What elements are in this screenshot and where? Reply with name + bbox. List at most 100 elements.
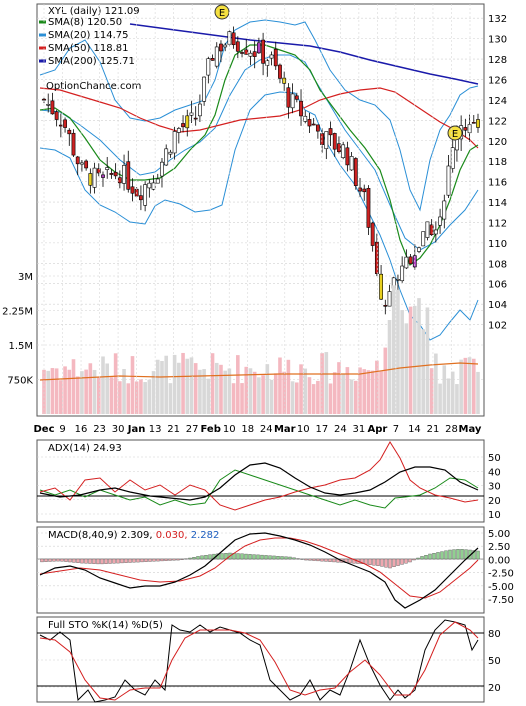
candle-body — [324, 131, 329, 150]
volume-tick-label: 750K — [7, 376, 33, 387]
candle-body — [362, 188, 367, 193]
volume-bar — [438, 383, 442, 414]
candle-body — [463, 127, 468, 131]
candle-body — [366, 188, 371, 228]
price-tick-label: 122 — [488, 116, 507, 127]
price-tick-label: 132 — [488, 14, 507, 25]
volume-bar — [354, 380, 358, 414]
candle-body — [261, 39, 266, 64]
sma50-line — [39, 87, 479, 149]
candle-body — [147, 182, 152, 189]
macd-histogram-bar — [80, 558, 84, 564]
candle-body — [96, 168, 101, 174]
macd-histogram-bar — [76, 558, 80, 563]
macd-histogram-bar — [160, 558, 164, 562]
volume-bar — [96, 376, 101, 414]
volume-bar — [476, 371, 480, 414]
macd-histogram-bar — [188, 557, 192, 560]
volume-bar — [463, 357, 468, 414]
candle-body — [358, 187, 362, 192]
volume-bar — [252, 371, 257, 414]
volume-bar — [92, 369, 97, 414]
candle-body — [50, 100, 55, 115]
chart-title: XYL (daily) 121.09 — [48, 6, 140, 17]
candle-body — [438, 216, 442, 226]
candle-body — [252, 51, 257, 57]
macd-histogram-bar — [116, 558, 120, 564]
macd-histogram-bar — [164, 558, 168, 561]
date-label: 18 — [241, 424, 254, 435]
candle-body — [345, 147, 350, 166]
candle-body — [370, 222, 375, 246]
volume-tick-label: 1.5M — [8, 341, 33, 352]
candle-body — [139, 195, 143, 201]
volume-bar — [54, 368, 59, 414]
volume-bar — [172, 354, 177, 414]
macd-histogram-bar — [284, 556, 288, 560]
candle-body — [408, 256, 413, 265]
candle-body — [84, 160, 89, 169]
candle-body — [130, 186, 135, 194]
volume-bar — [189, 357, 194, 414]
macd-label-red: 0.030, — [156, 530, 188, 541]
candle-body — [244, 49, 249, 55]
volume-bar — [248, 368, 253, 414]
volume-bar — [63, 366, 67, 414]
volume-bar — [231, 383, 236, 414]
candle-body — [425, 221, 430, 238]
candle-body — [172, 131, 177, 154]
candle-body — [185, 115, 190, 129]
volume-average-line — [39, 362, 479, 381]
price-tick-label: 126 — [488, 75, 507, 86]
macd-histogram-bar — [304, 558, 308, 561]
volume-bar — [214, 362, 219, 414]
price-tick-label: 120 — [488, 137, 507, 148]
date-label: 27 — [186, 424, 199, 435]
adx-panel: 10 20 30 40 50 ADX(14) 24.93 — [36, 439, 501, 523]
volume-bar — [202, 369, 206, 414]
volume-bar — [185, 358, 190, 414]
macd-histogram-bar — [476, 550, 480, 560]
candle-body — [71, 132, 76, 156]
volume-bar — [324, 352, 329, 414]
watermark: OptionChance.com — [46, 81, 141, 92]
candle-body — [240, 52, 244, 54]
date-label: 7 — [393, 424, 399, 435]
macd-histogram-bar — [240, 553, 244, 560]
date-label: 16 — [75, 424, 88, 435]
volume-bar — [303, 368, 308, 414]
macd-histogram-bar — [416, 557, 420, 560]
price-tick-label: 116 — [488, 178, 507, 189]
volume-bar — [147, 379, 152, 414]
volume-tick-label: 2.25M — [2, 307, 33, 318]
macd-histogram-bar — [196, 556, 200, 560]
macd-panel: 5.00 2.50 0.00 -2.50 -5.00 -7.50 MACD(8,40,9)… — [36, 526, 514, 614]
volume-bar — [80, 371, 84, 414]
price-tick-label: 124 — [488, 96, 507, 107]
candle-body — [374, 241, 379, 274]
macd-histogram-bar — [200, 555, 204, 560]
macd-histogram-bar — [268, 555, 272, 560]
adx-line — [39, 462, 479, 501]
price-tick-label: 106 — [488, 280, 507, 291]
candle-body — [332, 133, 337, 150]
volume-bar — [42, 369, 46, 414]
volume-bars — [42, 285, 480, 414]
candle-body — [294, 95, 299, 100]
candle-body — [198, 103, 202, 117]
candle-body — [442, 200, 447, 220]
volume-bar — [101, 356, 105, 414]
macd-histogram-bar — [312, 558, 316, 561]
macd-histogram-bar — [440, 551, 444, 560]
volume-bar — [311, 384, 316, 414]
volume-bar — [320, 353, 324, 414]
volume-bar — [160, 361, 164, 414]
macd-histogram-bar — [396, 558, 400, 566]
macd-histogram-bar — [348, 558, 352, 564]
price-tick-label: 112 — [488, 218, 507, 229]
candle-body — [387, 291, 392, 307]
candle-body — [353, 158, 358, 186]
macd-histogram-bar — [424, 555, 428, 560]
volume-bar — [459, 359, 463, 414]
macd-histogram-bar — [380, 558, 384, 567]
